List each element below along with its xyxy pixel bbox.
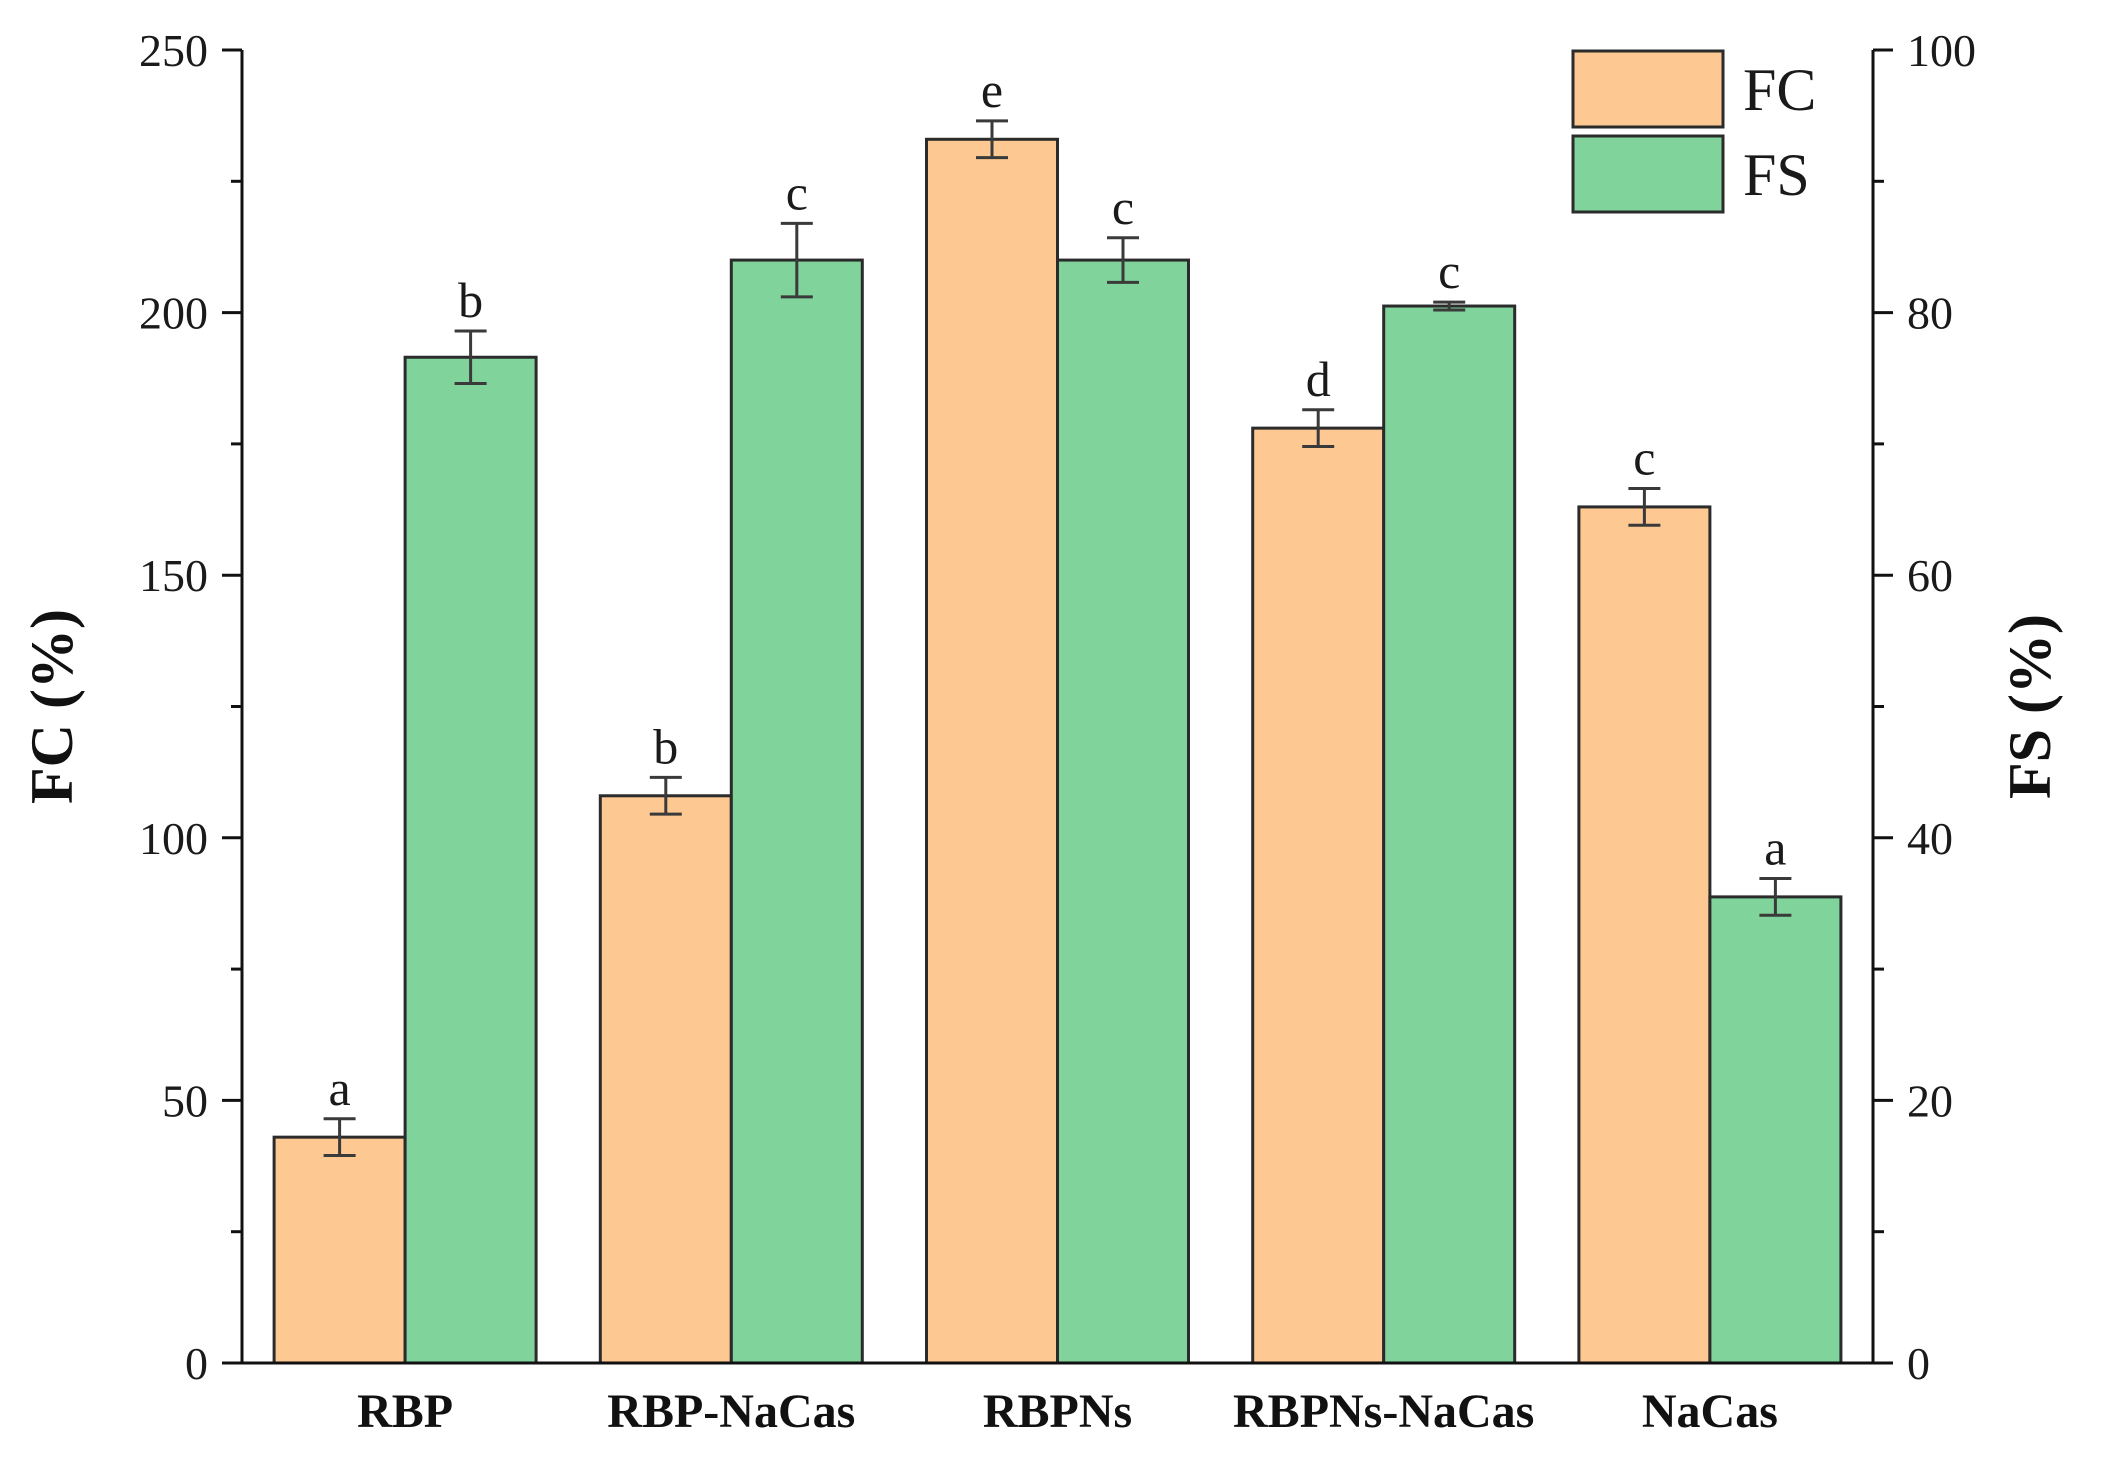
category-label-1: RBP-NaCas (607, 1385, 855, 1438)
axes-layer: RBP RBP-NaCas RBPNs RBPNs-NaCas NaCas 0 50 100 1… (19, 25, 2063, 1438)
category-label-2: RBPNs (983, 1385, 1132, 1438)
legend-swatch-fs (1571, 134, 1725, 214)
bar-fc-1 (598, 794, 733, 1365)
bars-layer (272, 137, 1843, 1365)
bar-fs-2 (1056, 258, 1190, 1365)
category-label-4: NaCas (1642, 1385, 1778, 1438)
significance-label-fc-2: e (981, 62, 1003, 118)
left-tick-label-4: 200 (139, 288, 208, 339)
bar-fs-3 (1382, 304, 1517, 1365)
right-tick-label-2: 40 (1907, 813, 1953, 864)
significance-label-fc-1: b (653, 718, 678, 774)
right-tick-label-5: 100 (1907, 25, 1976, 76)
left-tick-label-2: 100 (139, 813, 208, 864)
legend-swatch-fc (1571, 49, 1725, 129)
significance-label-fs-3: c (1438, 243, 1460, 299)
significance-label-fs-0: b (458, 272, 483, 328)
bar-fs-1 (729, 258, 864, 1365)
category-label-0: RBP (357, 1385, 453, 1438)
right-tick-label-1: 20 (1907, 1075, 1953, 1126)
bar-fc-3 (1251, 426, 1386, 1365)
legend-label-fs: FS (1743, 142, 1810, 208)
bar-fc-0 (272, 1135, 407, 1365)
right-axis-title: FS (%) (1997, 614, 2063, 799)
significance-label-fc-0: a (328, 1060, 350, 1116)
right-tick-label-0: 0 (1907, 1338, 1930, 1389)
significance-labels-layer: a b b c e c d c c a (328, 62, 1786, 1116)
error-bars-layer (323, 119, 1792, 1158)
significance-label-fs-2: c (1112, 179, 1134, 235)
legend: FC FS (1571, 49, 1816, 214)
left-axis-title: FC (%) (19, 609, 85, 804)
legend-label-fc: FC (1743, 57, 1816, 123)
left-tick-label-1: 50 (162, 1075, 208, 1126)
bar-fs-4 (1708, 895, 1843, 1365)
significance-label-fs-1: c (786, 164, 808, 220)
bar-fs-0 (403, 355, 538, 1365)
left-tick-label-0: 0 (185, 1338, 208, 1389)
significance-label-fc-4: c (1633, 430, 1655, 486)
significance-label-fs-4: a (1764, 820, 1786, 876)
bar-fc-2 (925, 137, 1059, 1365)
left-tick-label-5: 250 (139, 25, 208, 76)
bar-fc-4 (1577, 505, 1712, 1365)
right-tick-label-4: 80 (1907, 288, 1953, 339)
left-tick-label-3: 150 (139, 550, 208, 601)
category-label-3: RBPNs-NaCas (1233, 1385, 1534, 1438)
right-tick-label-3: 60 (1907, 550, 1953, 601)
significance-label-fc-3: d (1306, 351, 1331, 407)
